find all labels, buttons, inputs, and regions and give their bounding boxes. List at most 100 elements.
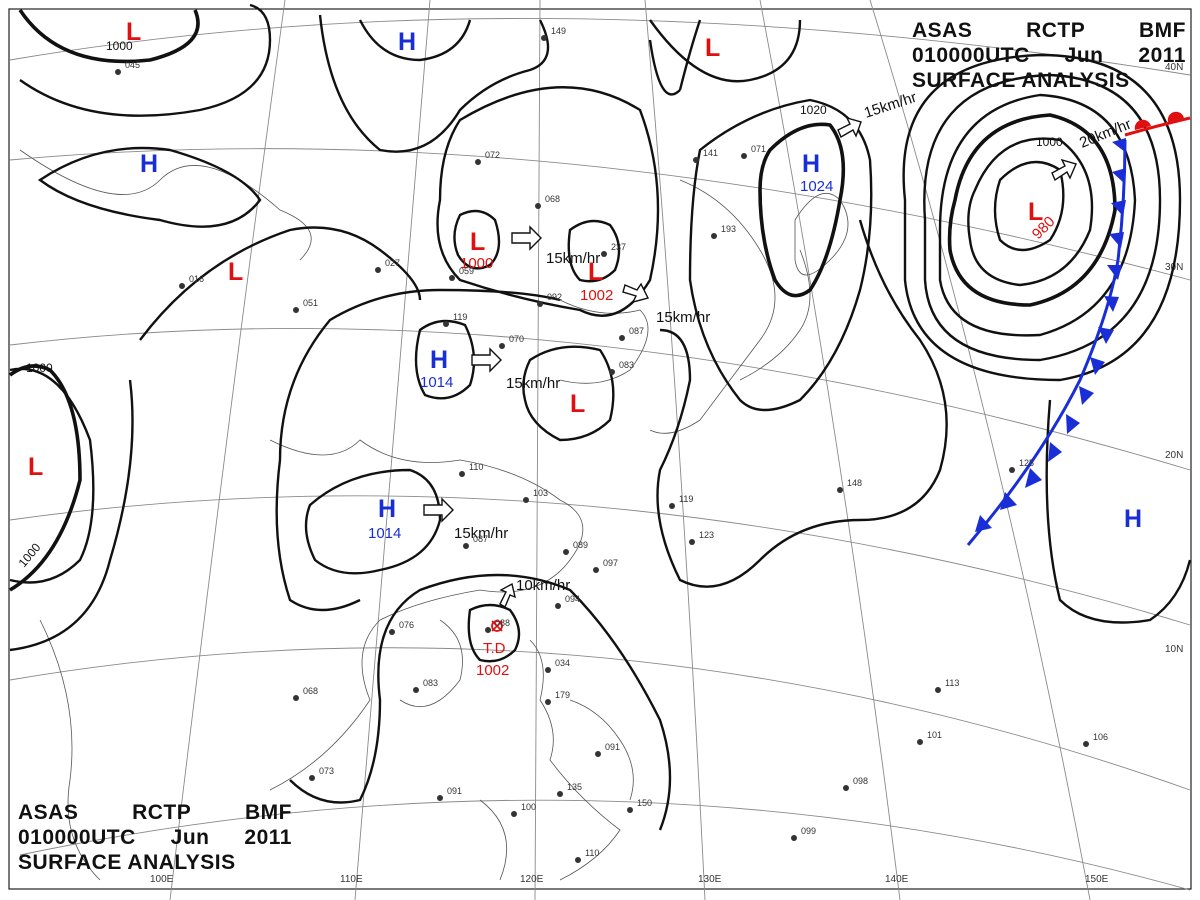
station-value: 091 xyxy=(605,742,620,752)
isobar-label: 1000 xyxy=(106,39,133,53)
header-code: BMF xyxy=(1139,19,1186,42)
station-value: 119 xyxy=(453,312,467,322)
station-marker xyxy=(917,739,923,745)
station-value: 092 xyxy=(547,292,562,302)
station-marker xyxy=(437,795,443,801)
header-analysis: SURFACE ANALYSIS xyxy=(18,851,236,874)
station-marker xyxy=(601,251,607,257)
station-marker xyxy=(115,69,121,75)
station-marker xyxy=(693,157,699,163)
tropical-depression-label: T.D xyxy=(483,640,506,657)
station-value: 123 xyxy=(699,530,714,540)
header-agency-line: ASAS RCTP BMF xyxy=(18,800,292,825)
station-marker xyxy=(741,153,747,159)
low-center: L xyxy=(228,258,243,286)
isobars xyxy=(8,3,1192,831)
station-value: 083 xyxy=(619,360,634,370)
header-time-line: 010000UTC Jun 2011 xyxy=(18,825,292,850)
header-month: Jun xyxy=(1064,44,1104,67)
station-marker xyxy=(537,301,543,307)
station-marker xyxy=(837,487,843,493)
low-center: L xyxy=(470,228,485,256)
lat-label: 40N xyxy=(1165,62,1183,73)
station-plots: 149 045 072 068 237 087 083 092 070 119 … xyxy=(115,26,1108,863)
header-time: 010000UTC xyxy=(912,44,1030,67)
station-value: 088 xyxy=(495,618,510,628)
station-marker xyxy=(535,203,541,209)
station-value: 150 xyxy=(637,798,652,808)
station-marker xyxy=(619,335,625,341)
header-station: RCTP xyxy=(1026,19,1086,42)
station-value: 059 xyxy=(459,266,474,276)
station-marker xyxy=(791,835,797,841)
low-center: L xyxy=(570,390,585,418)
station-value: 034 xyxy=(555,658,570,668)
station-value: 106 xyxy=(1093,732,1108,742)
header-time: 010000UTC xyxy=(18,826,136,849)
station-marker xyxy=(511,811,517,817)
isobar-label: 1000 xyxy=(26,361,53,375)
header-agency: ASAS xyxy=(912,19,973,42)
station-marker xyxy=(555,603,561,609)
station-marker xyxy=(485,627,491,633)
high-pressure-value: 1024 xyxy=(800,178,833,195)
station-value: 076 xyxy=(399,620,414,630)
motion-arrows xyxy=(423,116,1077,609)
station-value: 099 xyxy=(801,826,816,836)
isobar-label: 1020 xyxy=(800,103,827,117)
motion-label: 10km/hr xyxy=(516,577,570,594)
high-center: H xyxy=(1124,505,1142,533)
station-value: 100 xyxy=(521,802,536,812)
station-value: 073 xyxy=(319,766,334,776)
header-station: RCTP xyxy=(132,801,192,824)
low-pressure-value: 1000 xyxy=(460,255,493,272)
lat-label: 10N xyxy=(1165,644,1183,655)
station-marker xyxy=(593,567,599,573)
station-marker xyxy=(609,369,615,375)
station-value: 083 xyxy=(423,678,438,688)
station-marker xyxy=(669,503,675,509)
map-frame xyxy=(8,8,1192,890)
station-value: 141 xyxy=(703,148,718,158)
station-value: 135 xyxy=(567,782,582,792)
station-marker xyxy=(475,159,481,165)
high-center: H xyxy=(398,28,416,56)
header-top-right: ASAS RCTP BMF 010000UTC Jun 2011 SURFACE… xyxy=(912,18,1186,93)
high-center: H xyxy=(802,150,820,178)
station-value: 119 xyxy=(679,494,693,504)
station-marker xyxy=(413,687,419,693)
header-month: Jun xyxy=(170,826,210,849)
warm-front xyxy=(1124,111,1191,137)
lon-label: 100E xyxy=(150,874,174,885)
station-value: 148 xyxy=(847,478,862,488)
station-value: 125 xyxy=(1019,458,1034,468)
station-marker xyxy=(449,275,455,281)
header-code: BMF xyxy=(245,801,292,824)
station-value: 094 xyxy=(565,594,580,604)
station-marker xyxy=(459,471,465,477)
station-value: 027 xyxy=(385,258,400,268)
tropical-depression-pressure: 1002 xyxy=(476,662,509,679)
station-value: 193 xyxy=(721,224,736,234)
lon-label: 120E xyxy=(520,874,544,885)
station-marker xyxy=(1009,467,1015,473)
motion-label: 15km/hr xyxy=(506,375,560,392)
station-marker xyxy=(499,343,505,349)
high-pressure-value: 1014 xyxy=(368,525,401,542)
station-marker xyxy=(389,629,395,635)
low-center: L xyxy=(126,18,141,46)
station-marker xyxy=(557,791,563,797)
station-value: 016 xyxy=(189,274,204,284)
station-value: 091 xyxy=(447,786,462,796)
header-year: 2011 xyxy=(1138,44,1186,67)
station-marker xyxy=(843,785,849,791)
station-value: 068 xyxy=(545,194,560,204)
station-marker xyxy=(563,549,569,555)
lon-label: 140E xyxy=(885,874,909,885)
header-agency: ASAS xyxy=(18,801,79,824)
low-center: L xyxy=(28,453,43,481)
high-center: H xyxy=(140,150,158,178)
station-value: 110 xyxy=(469,462,483,472)
